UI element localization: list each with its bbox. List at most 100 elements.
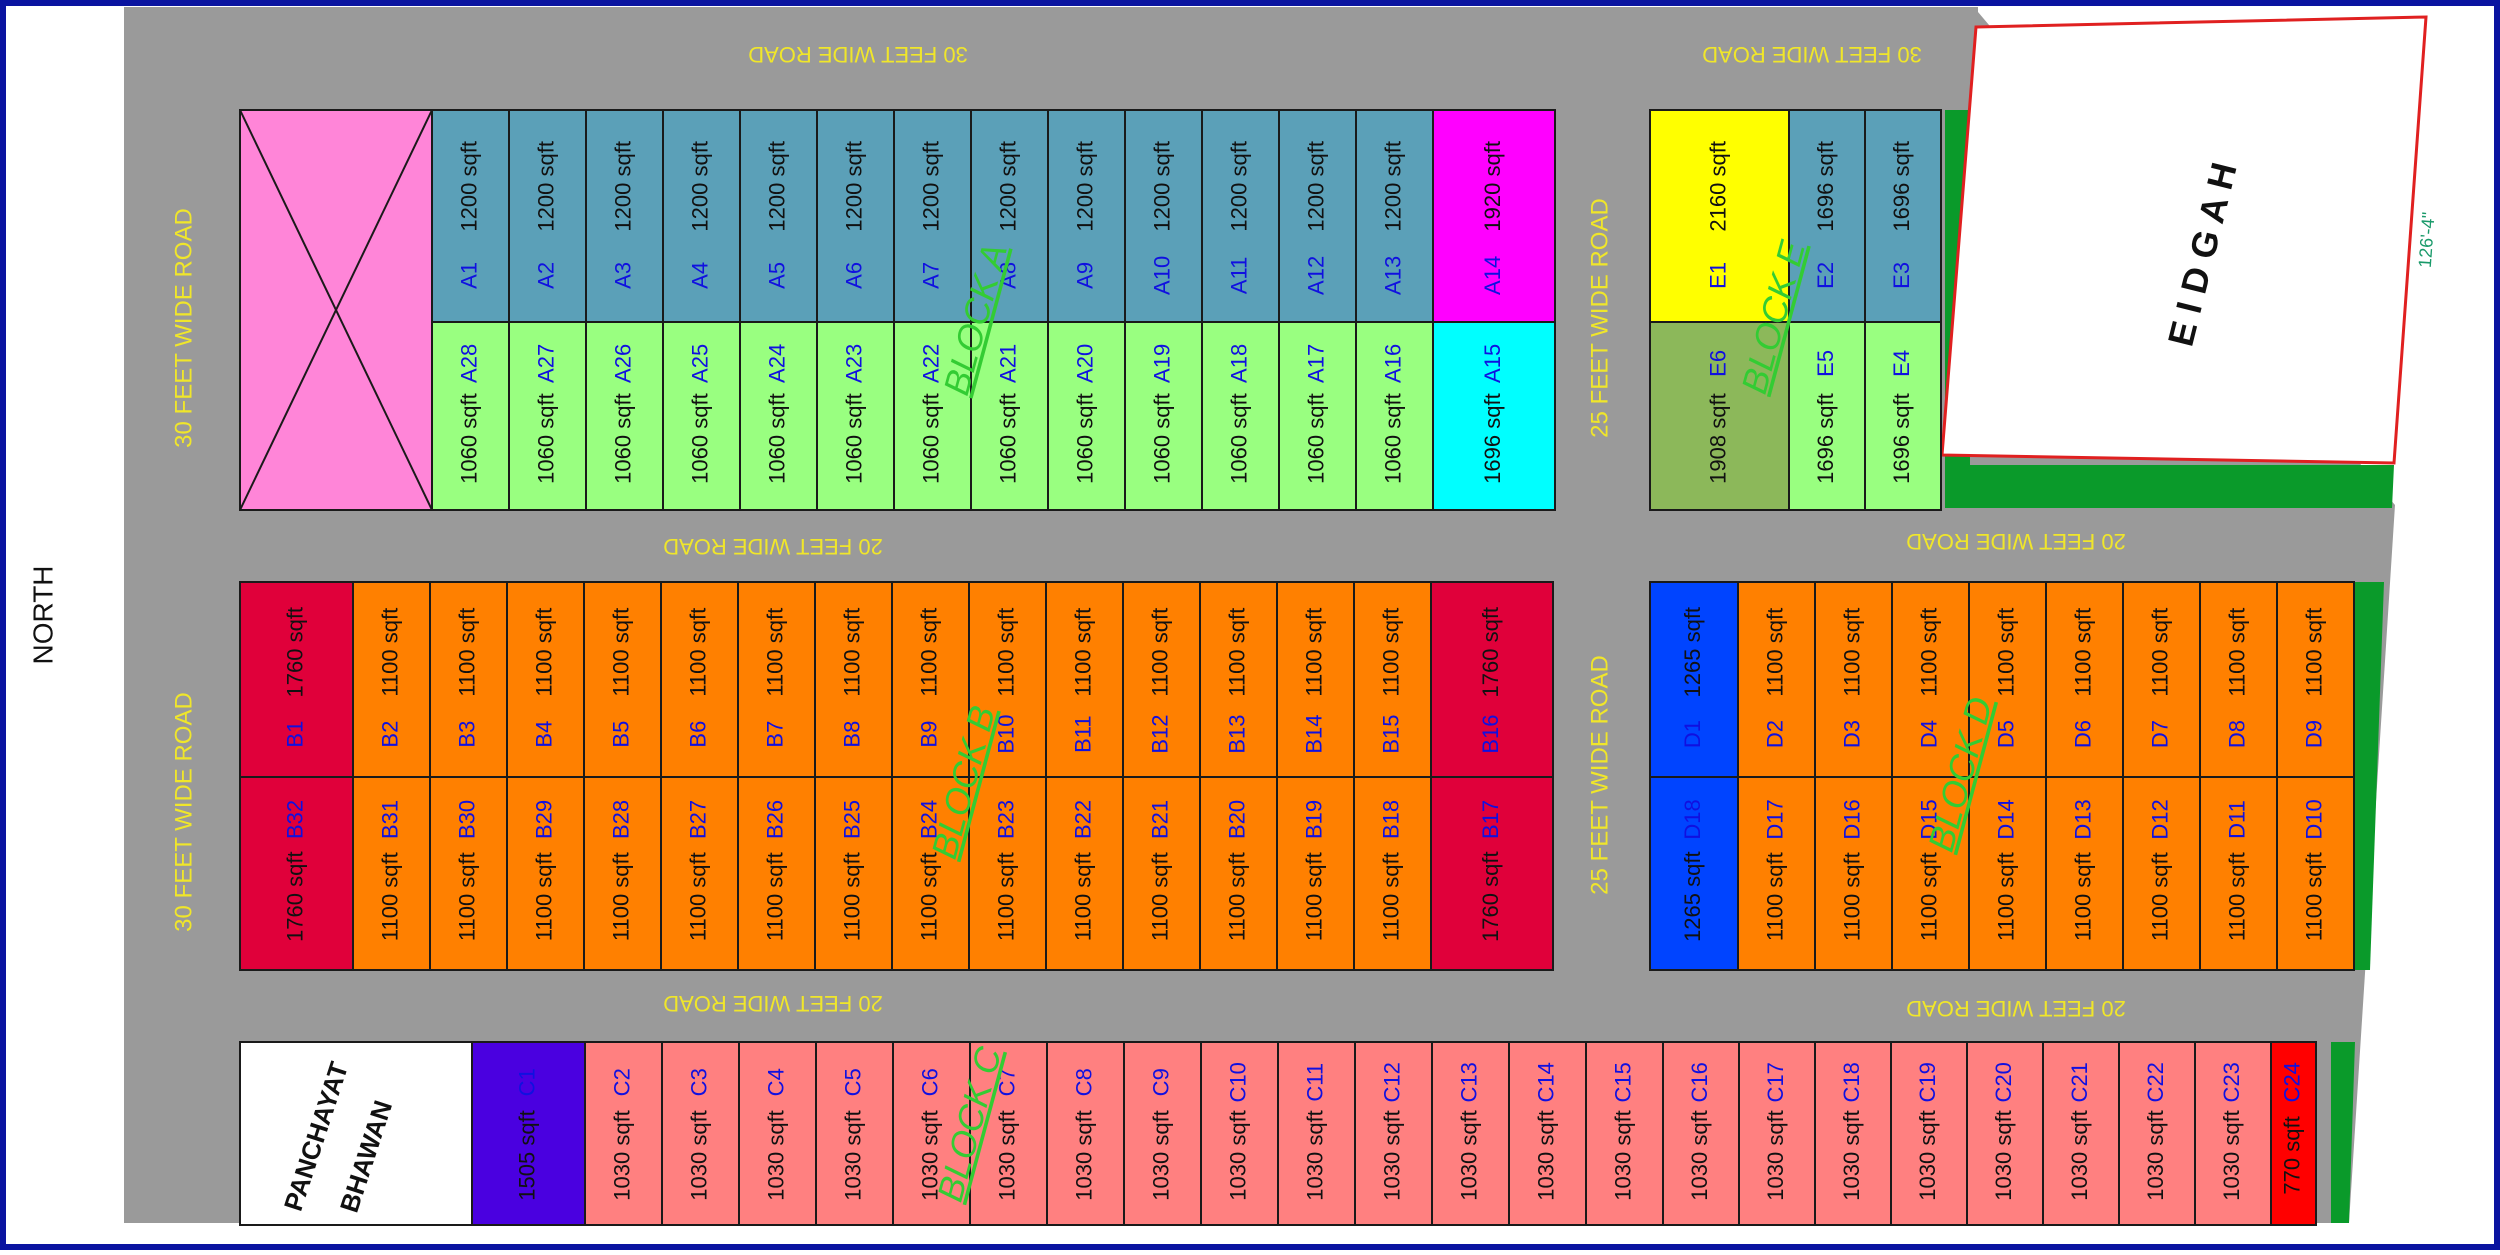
plot-a4[interactable]: 1200 sqft A4 bbox=[662, 109, 741, 323]
plot-a23[interactable]: 1060 sqft A23 bbox=[816, 321, 895, 511]
plot-b24[interactable]: 1100 sqft B24 bbox=[891, 776, 970, 971]
plot-a3[interactable]: 1200 sqft A3 bbox=[585, 109, 664, 323]
plot-c3[interactable]: 1030 sqft C3 bbox=[661, 1041, 740, 1226]
plot-a14[interactable]: 1920 sqft A14 bbox=[1432, 109, 1556, 323]
plot-a22[interactable]: 1060 sqft A22 bbox=[893, 321, 972, 511]
plot-a19[interactable]: 1060 sqft A19 bbox=[1124, 321, 1203, 511]
plot-c8[interactable]: 1030 sqft C8 bbox=[1046, 1041, 1125, 1226]
plot-a5[interactable]: 1200 sqft A5 bbox=[739, 109, 818, 323]
plot-c13[interactable]: 1030 sqft C13 bbox=[1431, 1041, 1510, 1226]
plot-a10[interactable]: 1200 sqft A10 bbox=[1124, 109, 1203, 323]
plot-a16[interactable]: 1060 sqft A16 bbox=[1355, 321, 1434, 511]
plot-d16[interactable]: 1100 sqft D16 bbox=[1814, 776, 1893, 971]
plot-c18[interactable]: 1030 sqft C18 bbox=[1814, 1041, 1892, 1226]
plot-b2[interactable]: 1100 sqft B2 bbox=[352, 581, 431, 778]
plot-d1[interactable]: 1265 sqft D1 bbox=[1649, 581, 1739, 778]
plot-a26[interactable]: 1060 sqft A26 bbox=[585, 321, 664, 511]
plot-b8[interactable]: 1100 sqft B8 bbox=[814, 581, 893, 778]
plot-a1[interactable]: 1200 sqft A1 bbox=[431, 109, 510, 323]
plot-c9[interactable]: 1030 sqft C9 bbox=[1123, 1041, 1202, 1226]
plot-d3[interactable]: 1100 sqft D3 bbox=[1814, 581, 1893, 778]
plot-c20[interactable]: 1030 sqft C20 bbox=[1966, 1041, 2044, 1226]
plot-c15[interactable]: 1030 sqft C15 bbox=[1585, 1041, 1664, 1226]
plot-c4[interactable]: 1030 sqft C4 bbox=[738, 1041, 817, 1226]
plot-e4[interactable]: 1696 sqft E4 bbox=[1864, 321, 1942, 511]
plot-d15[interactable]: 1100 sqft D15 bbox=[1891, 776, 1970, 971]
plot-a7[interactable]: 1200 sqft A7 bbox=[893, 109, 972, 323]
plot-c5[interactable]: 1030 sqft C5 bbox=[815, 1041, 894, 1226]
plot-d9[interactable]: 1100 sqft D9 bbox=[2276, 581, 2355, 778]
plot-c17[interactable]: 1030 sqft C17 bbox=[1738, 1041, 1816, 1226]
plot-d7[interactable]: 1100 sqft D7 bbox=[2122, 581, 2201, 778]
plot-a24[interactable]: 1060 sqft A24 bbox=[739, 321, 818, 511]
plot-c24[interactable]: 770 sqft C24 bbox=[2270, 1041, 2317, 1226]
plot-b25[interactable]: 1100 sqft B25 bbox=[814, 776, 893, 971]
plot-a12[interactable]: 1200 sqft A12 bbox=[1278, 109, 1357, 323]
plot-b30[interactable]: 1100 sqft B30 bbox=[429, 776, 508, 971]
plot-b9[interactable]: 1100 sqft B9 bbox=[891, 581, 970, 778]
plot-c16[interactable]: 1030 sqft C16 bbox=[1662, 1041, 1740, 1226]
plot-a8[interactable]: 1200 sqft A8 bbox=[970, 109, 1049, 323]
plot-e5[interactable]: 1696 sqft E5 bbox=[1788, 321, 1866, 511]
plot-c23[interactable]: 1030 sqft C23 bbox=[2194, 1041, 2272, 1226]
plot-b10[interactable]: 1100 sqft B10 bbox=[968, 581, 1047, 778]
plot-d12[interactable]: 1100 sqft D12 bbox=[2122, 776, 2201, 971]
plot-c6[interactable]: 1030 sqft C6 bbox=[892, 1041, 971, 1226]
plot-e6[interactable]: 1908 sqft E6 bbox=[1649, 321, 1790, 511]
plot-c7[interactable]: 1030 sqft C7 bbox=[969, 1041, 1048, 1226]
plot-b15[interactable]: 1100 sqft B15 bbox=[1353, 581, 1432, 778]
plot-b3[interactable]: 1100 sqft B3 bbox=[429, 581, 508, 778]
plot-b1[interactable]: 1760 sqft B1 bbox=[239, 581, 354, 778]
plot-d14[interactable]: 1100 sqft D14 bbox=[1968, 776, 2047, 971]
plot-a9[interactable]: 1200 sqft A9 bbox=[1047, 109, 1126, 323]
plot-d6[interactable]: 1100 sqft D6 bbox=[2045, 581, 2124, 778]
plot-b20[interactable]: 1100 sqft B20 bbox=[1199, 776, 1278, 971]
plot-c21[interactable]: 1030 sqft C21 bbox=[2042, 1041, 2120, 1226]
plot-b17[interactable]: 1760 sqft B17 bbox=[1430, 776, 1554, 971]
plot-d4[interactable]: 1100 sqft D4 bbox=[1891, 581, 1970, 778]
plot-c1[interactable]: 1505 sqft C1 bbox=[471, 1041, 586, 1226]
plot-b11[interactable]: 1100 sqft B11 bbox=[1045, 581, 1124, 778]
plot-b32[interactable]: 1760 sqft B32 bbox=[239, 776, 354, 971]
plot-a15[interactable]: 1696 sqft A15 bbox=[1432, 321, 1556, 511]
plot-b27[interactable]: 1100 sqft B27 bbox=[660, 776, 739, 971]
plot-b14[interactable]: 1100 sqft B14 bbox=[1276, 581, 1355, 778]
plot-c22[interactable]: 1030 sqft C22 bbox=[2118, 1041, 2196, 1226]
plot-b7[interactable]: 1100 sqft B7 bbox=[737, 581, 816, 778]
plot-c10[interactable]: 1030 sqft C10 bbox=[1200, 1041, 1279, 1226]
plot-b5[interactable]: 1100 sqft B5 bbox=[583, 581, 662, 778]
plot-a20[interactable]: 1060 sqft A20 bbox=[1047, 321, 1126, 511]
plot-d18[interactable]: 1265 sqft D18 bbox=[1649, 776, 1739, 971]
plot-e1[interactable]: 2160 sqft E1 bbox=[1649, 109, 1790, 323]
plot-e3[interactable]: 1696 sqft E3 bbox=[1864, 109, 1942, 323]
plot-d8[interactable]: 1100 sqft D8 bbox=[2199, 581, 2278, 778]
plot-b4[interactable]: 1100 sqft B4 bbox=[506, 581, 585, 778]
plot-d2[interactable]: 1100 sqft D2 bbox=[1737, 581, 1816, 778]
plot-d11[interactable]: 1100 sqft D11 bbox=[2199, 776, 2278, 971]
plot-a18[interactable]: 1060 sqft A18 bbox=[1201, 321, 1280, 511]
plot-a27[interactable]: 1060 sqft A27 bbox=[508, 321, 587, 511]
plot-a6[interactable]: 1200 sqft A6 bbox=[816, 109, 895, 323]
plot-b13[interactable]: 1100 sqft B13 bbox=[1199, 581, 1278, 778]
plot-b6[interactable]: 1100 sqft B6 bbox=[660, 581, 739, 778]
plot-a25[interactable]: 1060 sqft A25 bbox=[662, 321, 741, 511]
plot-d17[interactable]: 1100 sqft D17 bbox=[1737, 776, 1816, 971]
plot-b28[interactable]: 1100 sqft B28 bbox=[583, 776, 662, 971]
plot-b12[interactable]: 1100 sqft B12 bbox=[1122, 581, 1201, 778]
plot-a13[interactable]: 1200 sqft A13 bbox=[1355, 109, 1434, 323]
plot-c11[interactable]: 1030 sqft C11 bbox=[1277, 1041, 1356, 1226]
plot-d10[interactable]: 1100 sqft D10 bbox=[2276, 776, 2355, 971]
plot-a28[interactable]: 1060 sqft A28 bbox=[431, 321, 510, 511]
plot-b21[interactable]: 1100 sqft B21 bbox=[1122, 776, 1201, 971]
plot-c2[interactable]: 1030 sqft C2 bbox=[584, 1041, 663, 1226]
plot-b31[interactable]: 1100 sqft B31 bbox=[352, 776, 431, 971]
plot-c12[interactable]: 1030 sqft C12 bbox=[1354, 1041, 1433, 1226]
plot-b29[interactable]: 1100 sqft B29 bbox=[506, 776, 585, 971]
plot-b22[interactable]: 1100 sqft B22 bbox=[1045, 776, 1124, 971]
plot-c19[interactable]: 1030 sqft C19 bbox=[1890, 1041, 1968, 1226]
plot-e2[interactable]: 1696 sqft E2 bbox=[1788, 109, 1866, 323]
plot-b18[interactable]: 1100 sqft B18 bbox=[1353, 776, 1432, 971]
plot-b23[interactable]: 1100 sqft B23 bbox=[968, 776, 1047, 971]
plot-a17[interactable]: 1060 sqft A17 bbox=[1278, 321, 1357, 511]
plot-d13[interactable]: 1100 sqft D13 bbox=[2045, 776, 2124, 971]
